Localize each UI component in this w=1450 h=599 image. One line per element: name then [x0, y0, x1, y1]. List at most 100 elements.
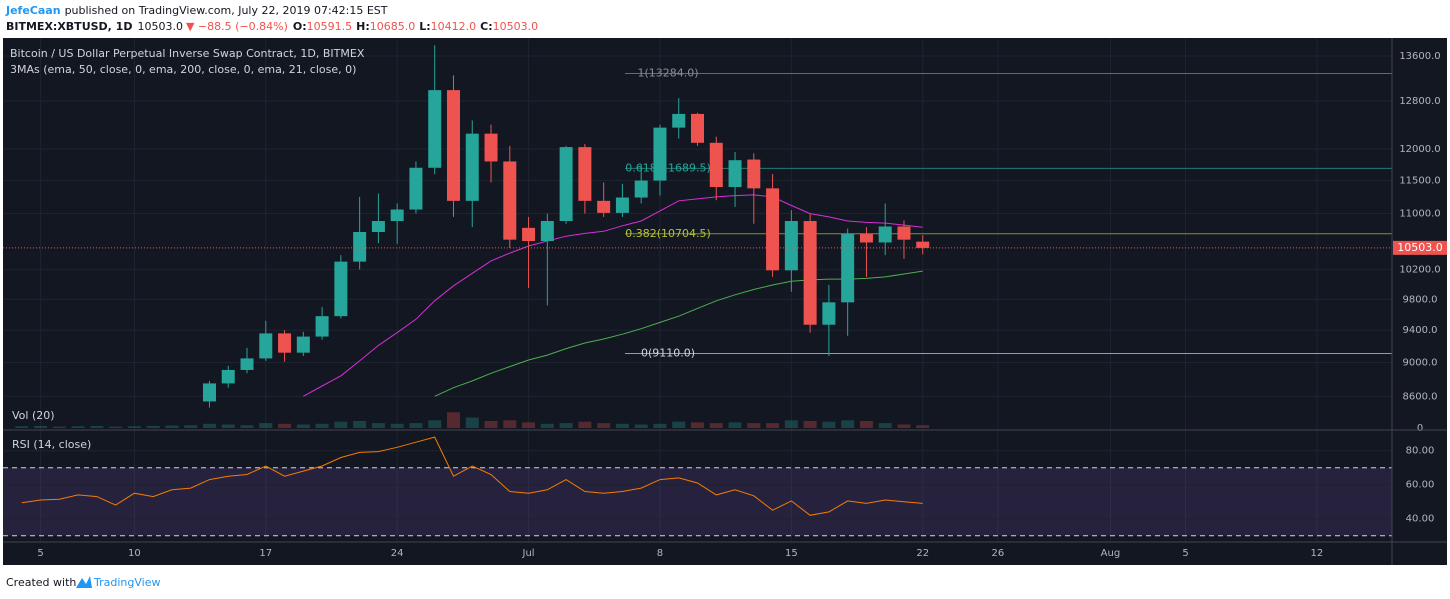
chart-background — [3, 38, 1447, 565]
moving-average — [303, 194, 923, 397]
low: 10412.0 — [431, 20, 477, 33]
candle-body — [766, 188, 780, 271]
volume-bar — [503, 420, 517, 428]
volume-bar — [52, 426, 66, 428]
volume-bar — [184, 425, 198, 428]
candle-body — [240, 358, 254, 370]
volume-bar — [484, 421, 498, 428]
x-tick-label: 10 — [128, 548, 141, 559]
candle-body — [634, 180, 648, 198]
volume-bar — [221, 424, 235, 428]
candle-body — [503, 161, 517, 240]
x-tick-label: 15 — [785, 548, 798, 559]
candle-body — [672, 113, 686, 128]
close-label: C: — [480, 20, 492, 33]
x-tick-label: 5 — [1182, 548, 1188, 559]
candle-body — [446, 90, 460, 201]
candle-body — [353, 232, 367, 262]
candle-body — [559, 147, 573, 222]
footer-brand[interactable]: TradingView — [93, 576, 160, 589]
volume-bar — [691, 422, 704, 428]
brand-logo[interactable]: TradingView — [76, 576, 160, 589]
candle-body — [278, 333, 292, 353]
volume-bar — [672, 421, 686, 428]
volume-bar — [897, 424, 911, 428]
volume-bar — [784, 420, 798, 428]
volume-bar — [615, 423, 629, 428]
candle-body — [578, 147, 592, 201]
rsi-band — [3, 467, 1392, 536]
y-tick-label: 9000.0 — [1403, 358, 1438, 369]
volume-bar — [146, 425, 160, 428]
open: 10591.5 — [307, 20, 353, 33]
last-price-label: 10503.0 — [1397, 241, 1443, 254]
published: published on TradingView.com, July 22, 2… — [65, 4, 388, 17]
x-tick-label: 22 — [916, 548, 929, 559]
candle-body — [841, 234, 855, 303]
indicator-label: 3MAs (ema, 50, close, 0, ema, 200, close… — [10, 63, 356, 76]
candle-body — [822, 302, 836, 325]
x-tick-label: 26 — [991, 548, 1004, 559]
candle-body — [803, 221, 817, 325]
y-tick-label: 8600.0 — [1403, 391, 1438, 402]
candle-body — [409, 167, 423, 210]
volume-label: Vol (20) — [12, 409, 55, 422]
candle-body — [522, 227, 536, 242]
y-tick-label: 9400.0 — [1403, 325, 1438, 336]
header-line-2: BITMEX:XBTUSD, 1D 10503.0 ▼ −88.5 (−0.84%)… — [6, 20, 538, 33]
candle-body — [202, 383, 216, 402]
footer-created: Created with — [6, 576, 76, 589]
volume-bar — [465, 417, 479, 428]
candle-body — [859, 234, 873, 243]
x-tick-label: Aug — [1101, 548, 1121, 559]
candle-body — [897, 226, 911, 240]
volume-bar — [409, 423, 423, 428]
rsi-tick-label: 40.00 — [1406, 514, 1435, 525]
volume-bar — [127, 426, 141, 428]
fib-label: 1(13284.0) — [637, 67, 698, 80]
candle-body — [390, 209, 404, 222]
y-tick-label: 11000.0 — [1399, 209, 1440, 220]
volume-bar — [728, 422, 742, 428]
candle-body — [296, 336, 310, 353]
candle-body — [259, 333, 273, 359]
rsi-tick-label: 80.00 — [1406, 446, 1435, 457]
volume-bar — [653, 423, 667, 428]
candle-body — [653, 127, 667, 181]
volume-bar — [390, 423, 404, 428]
volume-bar — [296, 424, 310, 428]
volume-bar — [522, 422, 536, 428]
volume-bar — [747, 423, 761, 428]
candle-body — [784, 221, 798, 271]
candle-body — [615, 197, 629, 213]
candle-body — [709, 142, 723, 188]
volume-bar — [559, 423, 573, 428]
candle-body — [540, 221, 554, 242]
x-tick-label: 17 — [259, 548, 272, 559]
candle-body — [465, 133, 479, 201]
y-tick-label: 9800.0 — [1403, 294, 1438, 305]
author[interactable]: JefeCaan — [5, 4, 61, 17]
symbol: BITMEX:XBTUSD, 1D — [6, 20, 132, 33]
fib-label: 0.618(11689.5) — [625, 161, 711, 174]
volume-bar — [859, 421, 873, 428]
close: 10503.0 — [493, 20, 539, 33]
candle-body — [484, 133, 498, 162]
header-line-1: JefeCaan published on TradingView.com, Ju… — [5, 4, 388, 17]
volume-bar — [34, 425, 48, 428]
volume-bar — [822, 421, 836, 428]
volume-tick-label: 0 — [1417, 423, 1423, 434]
volume-bar — [15, 426, 29, 428]
y-tick-label: 12000.0 — [1399, 144, 1440, 155]
volume-bar — [878, 423, 892, 428]
candle-body — [597, 200, 611, 213]
high-label: H: — [356, 20, 370, 33]
candle-body — [334, 261, 348, 317]
candle-body — [691, 113, 704, 143]
low-label: L: — [419, 20, 430, 33]
volume-bar — [841, 420, 855, 428]
y-tick-label: 12800.0 — [1399, 96, 1440, 107]
candle-body — [747, 159, 761, 189]
chart-title: Bitcoin / US Dollar Perpetual Inverse Sw… — [10, 47, 365, 60]
